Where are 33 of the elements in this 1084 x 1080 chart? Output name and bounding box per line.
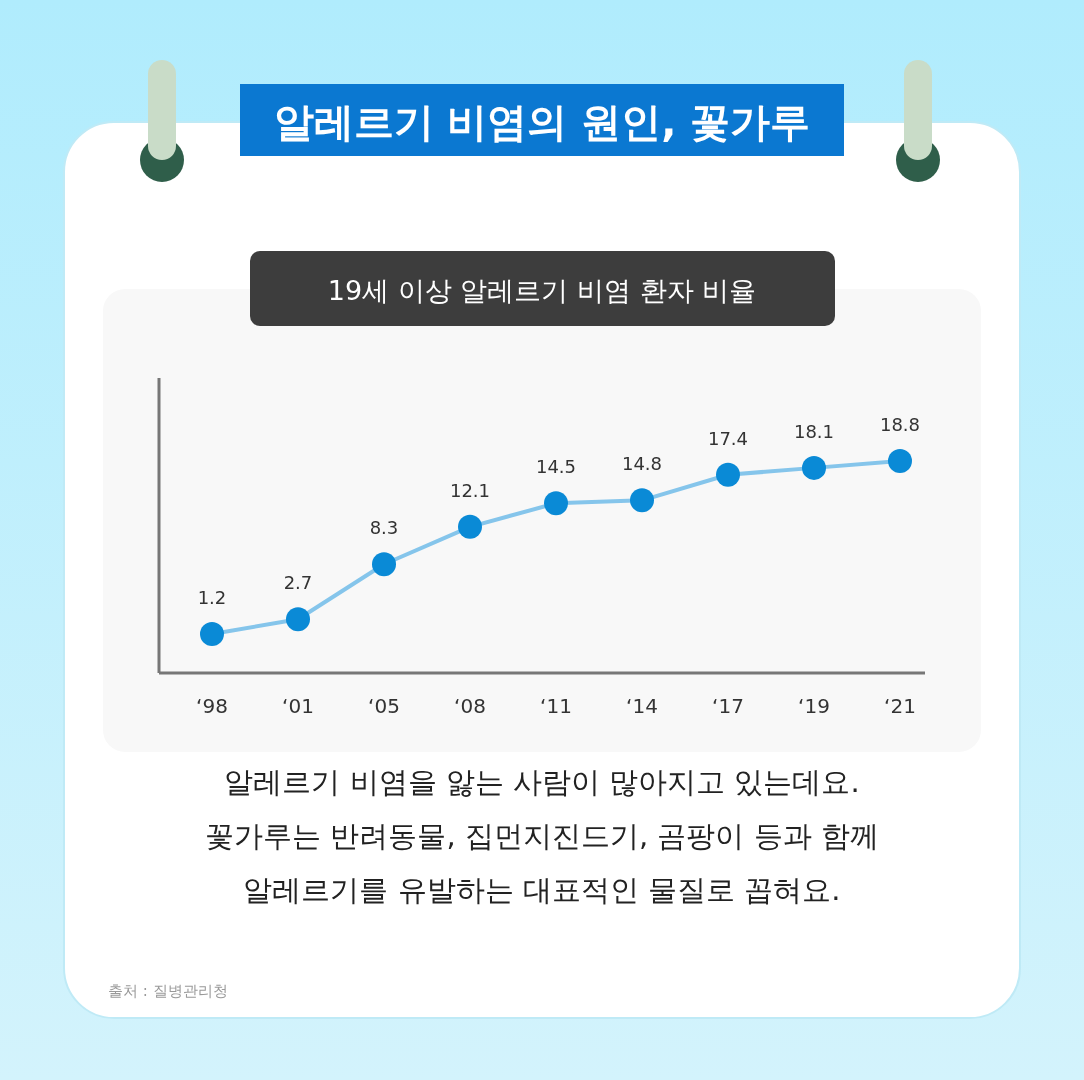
- data-label: 14.5: [535, 456, 577, 478]
- point: [716, 462, 740, 487]
- point: [630, 488, 654, 513]
- point: [802, 455, 826, 480]
- point: [458, 514, 482, 539]
- x-tick-label: ‘21: [884, 694, 916, 718]
- point: [200, 622, 224, 646]
- point: [544, 491, 568, 516]
- text: 꽃가루는 반려동물, 집먼지진드기, 곰팡이 등과 함께: [205, 819, 879, 853]
- data-label: 1.2: [197, 587, 227, 608]
- x-tick-label: ‘01: [282, 694, 314, 718]
- x-tick-label: ‘05: [368, 694, 400, 718]
- x-tick-label: ‘08: [454, 694, 486, 718]
- source-note: 출처 : 질병관리청: [108, 982, 228, 1000]
- x-tick-label: ‘98: [196, 694, 228, 718]
- data-label: 12.1: [449, 479, 491, 501]
- data-label: 14.8: [621, 453, 663, 475]
- chart-title: 알레르기 비염의 원인, 꽃가루: [273, 99, 811, 145]
- data-label: 18.8: [879, 414, 921, 435]
- point: [286, 607, 310, 632]
- data-label: 8.3: [369, 517, 399, 539]
- x-tick-label: ‘11: [540, 694, 572, 718]
- data-label: 17.4: [707, 427, 749, 449]
- chart-subtitle: 19세 이상 알레르기 비염 환자 비율: [327, 275, 757, 306]
- x-tick-label: ‘19: [798, 694, 830, 718]
- x-tick-label: ‘14: [626, 694, 658, 718]
- point: [888, 449, 912, 473]
- text: 알레르기 비염을 앓는 사람이 많아지고 있는데요.: [224, 765, 860, 799]
- data-label: 18.1: [793, 420, 835, 442]
- text: 알레르기를 유발하는 대표적인 물질로 꼽혀요.: [243, 873, 841, 907]
- x-tick-label: ‘17: [712, 694, 744, 718]
- data-label: 2.7: [283, 572, 313, 594]
- point: [372, 552, 396, 577]
